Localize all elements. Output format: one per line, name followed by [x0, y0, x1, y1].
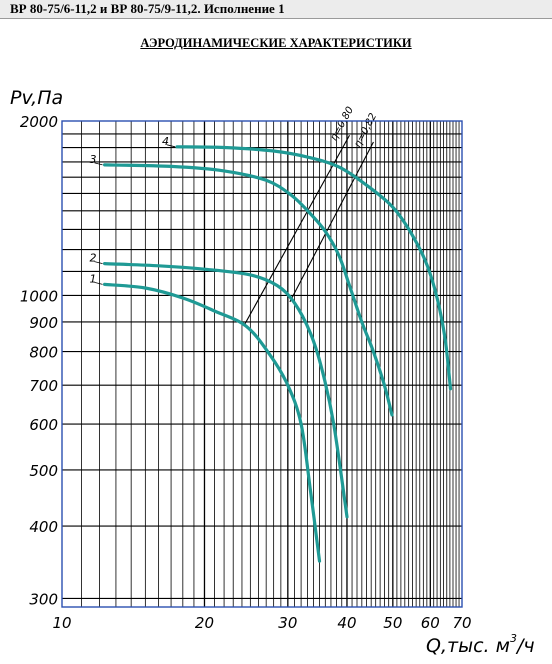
curve-3	[103, 163, 394, 417]
curve-4	[175, 145, 453, 391]
curve-label-leader	[94, 162, 103, 166]
chart-series	[103, 145, 453, 563]
efficiency-line	[243, 134, 351, 327]
x-tick-label: 20	[195, 614, 214, 632]
curve-2	[103, 262, 349, 519]
y-tick-label: 800	[29, 344, 58, 362]
axis-ticks: 10 20 30 40 50 60 70 300 400 500 600 700 800 900 1000 2…	[20, 113, 472, 632]
curve-label-1: 1	[90, 272, 97, 285]
document-header: ВР 80-75/6-11,2 и ВР 80-75/9-11,2. Испол…	[0, 0, 552, 19]
curve-1	[103, 282, 322, 563]
y-tick-label: 500	[29, 462, 58, 480]
curve-label-3: 3	[90, 153, 97, 166]
x-axis-label: Q,тыс. м3/ч	[426, 632, 535, 657]
y-tick-label: 600	[29, 416, 58, 434]
y-tick-label: 2000	[20, 113, 58, 131]
x-tick-label: 60	[421, 614, 440, 632]
y-axis-label: Pv,Па	[10, 87, 63, 109]
y-tick-label: 1000	[20, 287, 58, 305]
y-tick-label: 400	[29, 518, 58, 536]
x-tick-label: 30	[278, 614, 297, 632]
curve-label-2: 2	[90, 252, 97, 265]
y-tick-label: 700	[29, 377, 58, 395]
curve-label-leader	[166, 144, 176, 148]
series-labels: 1 2 3 4	[90, 135, 176, 285]
chart-title: АЭРОДИНАМИЧЕСКИЕ ХАРАКТЕРИСТИКИ	[140, 36, 412, 50]
x-tick-label: 40	[337, 614, 356, 632]
chart-grid	[62, 121, 462, 607]
x-tick-label: 70	[452, 614, 471, 632]
chart-frame	[61, 120, 463, 608]
x-axis-label-main: Q,тыс. м	[426, 635, 510, 657]
x-axis-label-sup: 3	[510, 632, 517, 645]
efficiency-line-label: η=0,82	[352, 112, 379, 150]
curve-label-leader	[94, 281, 103, 285]
x-tick-label: 50	[383, 614, 402, 632]
x-axis-label-tail: /ч	[515, 635, 535, 657]
curve-label-4: 4	[162, 135, 169, 148]
document-header-text: ВР 80-75/6-11,2 и ВР 80-75/9-11,2. Испол…	[10, 1, 285, 16]
curve-label-leader	[94, 261, 103, 264]
y-tick-label: 900	[29, 314, 58, 332]
efficiency-line	[289, 141, 374, 303]
y-tick-label: 300	[29, 590, 58, 608]
x-tick-label: 10	[52, 614, 71, 632]
